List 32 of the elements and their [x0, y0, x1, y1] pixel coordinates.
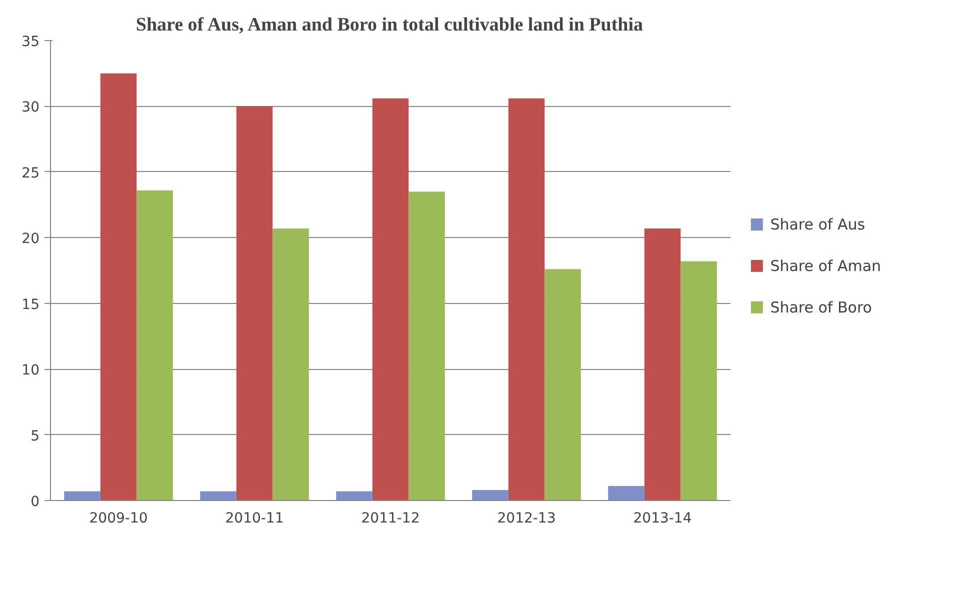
x-tick-label: 2012-13 — [497, 510, 556, 526]
bar — [200, 491, 236, 500]
bar — [272, 228, 309, 500]
bar — [100, 73, 137, 500]
bar — [64, 491, 100, 500]
x-tick-label: 2013-14 — [633, 510, 692, 526]
bar — [336, 491, 372, 500]
x-tick-label: 2010-11 — [225, 510, 284, 526]
y-tick-label: 15 — [22, 296, 40, 313]
legend-label: Share of Aman — [770, 256, 882, 275]
bar — [372, 98, 409, 500]
bar — [472, 490, 508, 500]
bar — [608, 486, 644, 500]
x-tick-label: 2011-12 — [361, 510, 420, 526]
y-tick-label: 10 — [22, 362, 40, 379]
bar — [644, 228, 681, 500]
bar — [544, 269, 581, 500]
y-tick-label: 35 — [22, 34, 40, 50]
legend-label: Share of Boro — [770, 298, 872, 316]
bar — [408, 192, 445, 500]
bar — [508, 98, 545, 500]
x-tick-label: 2009-10 — [89, 510, 148, 526]
y-tick-label: 20 — [22, 231, 40, 248]
y-tick-label: 0 — [30, 494, 40, 510]
chart-title: Share of Aus, Aman and Boro in total cultivable land in Puthia — [136, 14, 644, 36]
y-tick-label: 5 — [30, 428, 40, 444]
y-tick-label: 25 — [22, 165, 40, 182]
bar — [136, 190, 173, 500]
y-tick-label: 30 — [22, 100, 40, 116]
bar — [236, 106, 273, 500]
legend-label: Share of Aus — [770, 216, 866, 234]
bar — [680, 261, 717, 500]
